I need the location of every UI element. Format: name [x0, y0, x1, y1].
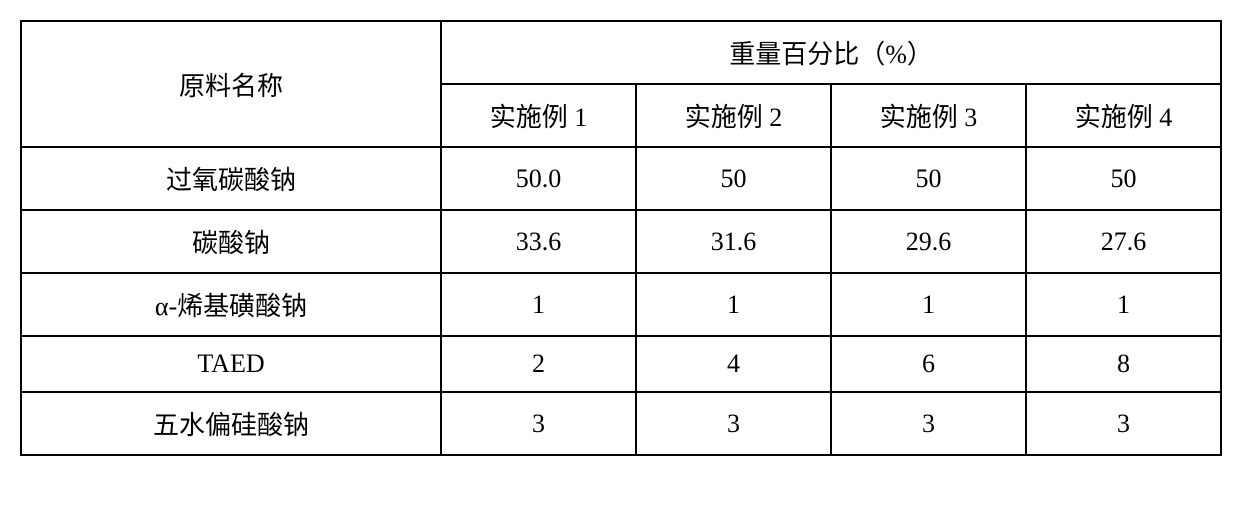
header-example-1: 实施例 1: [441, 84, 636, 147]
row-name: TAED: [21, 336, 441, 392]
table-row: 碳酸钠 33.6 31.6 29.6 27.6: [21, 210, 1221, 273]
header-percent: 重量百分比（%）: [441, 21, 1221, 84]
row-value: 50: [636, 147, 831, 210]
row-value: 8: [1026, 336, 1221, 392]
row-name: 五水偏硅酸钠: [21, 392, 441, 455]
table-row: TAED 2 4 6 8: [21, 336, 1221, 392]
row-value: 1: [831, 273, 1026, 336]
table-row: 过氧碳酸钠 50.0 50 50 50: [21, 147, 1221, 210]
row-value: 29.6: [831, 210, 1026, 273]
table-row: α-烯基磺酸钠 1 1 1 1: [21, 273, 1221, 336]
header-example-4: 实施例 4: [1026, 84, 1221, 147]
composition-table: 原料名称 重量百分比（%） 实施例 1 实施例 2 实施例 3 实施例 4 过氧…: [20, 20, 1222, 456]
header-example-2: 实施例 2: [636, 84, 831, 147]
row-value: 50: [1026, 147, 1221, 210]
row-value: 33.6: [441, 210, 636, 273]
row-value: 50.0: [441, 147, 636, 210]
row-value: 50: [831, 147, 1026, 210]
row-value: 31.6: [636, 210, 831, 273]
header-name: 原料名称: [21, 21, 441, 147]
row-value: 27.6: [1026, 210, 1221, 273]
table-header-row-1: 原料名称 重量百分比（%）: [21, 21, 1221, 84]
row-value: 3: [831, 392, 1026, 455]
row-name: 过氧碳酸钠: [21, 147, 441, 210]
row-value: 2: [441, 336, 636, 392]
row-name: 碳酸钠: [21, 210, 441, 273]
row-value: 1: [636, 273, 831, 336]
row-name: α-烯基磺酸钠: [21, 273, 441, 336]
row-value: 1: [441, 273, 636, 336]
row-value: 3: [441, 392, 636, 455]
row-value: 1: [1026, 273, 1221, 336]
row-value: 3: [636, 392, 831, 455]
row-value: 4: [636, 336, 831, 392]
row-value: 3: [1026, 392, 1221, 455]
header-example-3: 实施例 3: [831, 84, 1026, 147]
row-value: 6: [831, 336, 1026, 392]
table-row: 五水偏硅酸钠 3 3 3 3: [21, 392, 1221, 455]
